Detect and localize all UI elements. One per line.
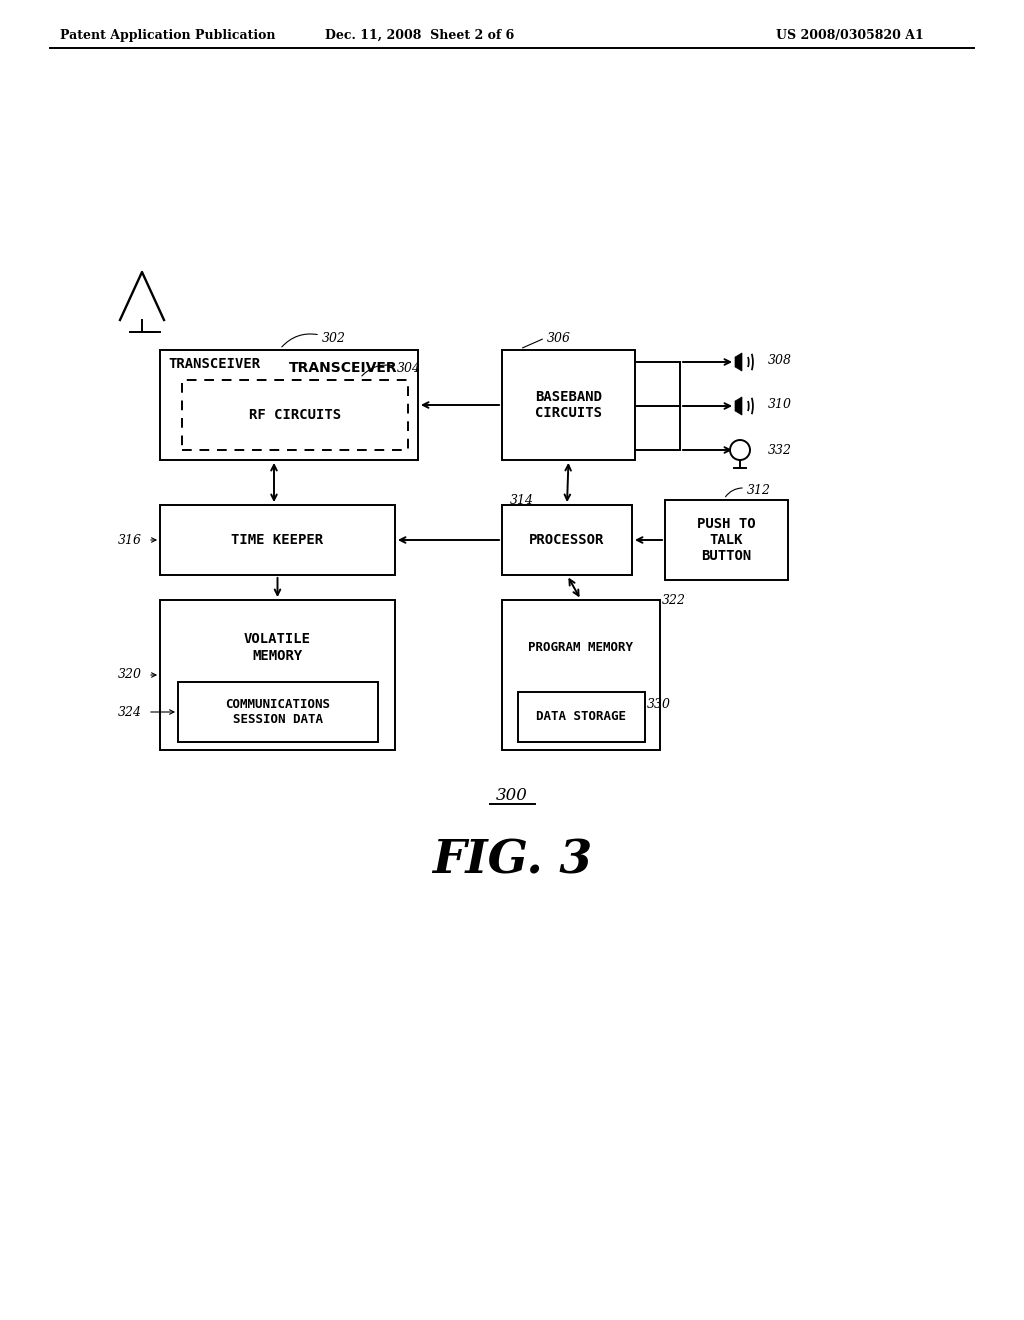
Bar bbox=[178, 682, 378, 742]
Text: PUSH TO
TALK
BUTTON: PUSH TO TALK BUTTON bbox=[697, 517, 756, 564]
Text: RF CIRCUITS: RF CIRCUITS bbox=[249, 408, 341, 422]
Text: COMMUNICATIONS
SESSION DATA: COMMUNICATIONS SESSION DATA bbox=[225, 698, 331, 726]
Text: US 2008/0305820 A1: US 2008/0305820 A1 bbox=[776, 29, 924, 41]
Bar bbox=[518, 692, 645, 742]
Text: 306: 306 bbox=[547, 331, 571, 345]
Bar bbox=[665, 500, 788, 579]
Polygon shape bbox=[735, 352, 742, 371]
Text: 308: 308 bbox=[768, 354, 792, 367]
Text: 310: 310 bbox=[768, 399, 792, 412]
Bar bbox=[182, 380, 408, 450]
Text: VOLATILE
MEMORY: VOLATILE MEMORY bbox=[244, 632, 311, 663]
Text: Patent Application Publication: Patent Application Publication bbox=[60, 29, 275, 41]
Text: TRANSCEIVER: TRANSCEIVER bbox=[289, 360, 397, 375]
Text: 330: 330 bbox=[647, 698, 671, 711]
Text: BASEBAND
CIRCUITS: BASEBAND CIRCUITS bbox=[535, 389, 602, 420]
Text: 324: 324 bbox=[118, 705, 142, 718]
Text: Dec. 11, 2008  Sheet 2 of 6: Dec. 11, 2008 Sheet 2 of 6 bbox=[326, 29, 515, 41]
Text: 312: 312 bbox=[746, 483, 771, 496]
Text: TIME KEEPER: TIME KEEPER bbox=[231, 533, 324, 546]
Text: DATA STORAGE: DATA STORAGE bbox=[537, 710, 627, 723]
Text: 316: 316 bbox=[118, 533, 142, 546]
Text: 314: 314 bbox=[510, 494, 534, 507]
Text: PROGRAM MEMORY: PROGRAM MEMORY bbox=[528, 642, 634, 653]
Bar bbox=[502, 506, 632, 576]
Text: 322: 322 bbox=[662, 594, 686, 606]
Text: 300: 300 bbox=[496, 787, 528, 804]
Polygon shape bbox=[735, 397, 742, 414]
Text: 304: 304 bbox=[397, 362, 421, 375]
Text: 320: 320 bbox=[118, 668, 142, 681]
Bar bbox=[160, 350, 418, 459]
Text: FIG. 3: FIG. 3 bbox=[432, 837, 592, 883]
Bar bbox=[160, 506, 395, 576]
Text: 332: 332 bbox=[768, 444, 792, 457]
Bar bbox=[502, 350, 635, 459]
Text: TRANSCEIVER: TRANSCEIVER bbox=[168, 356, 260, 371]
Bar bbox=[160, 601, 395, 750]
Bar bbox=[502, 601, 660, 750]
Text: PROCESSOR: PROCESSOR bbox=[529, 533, 605, 546]
Text: 302: 302 bbox=[322, 331, 346, 345]
